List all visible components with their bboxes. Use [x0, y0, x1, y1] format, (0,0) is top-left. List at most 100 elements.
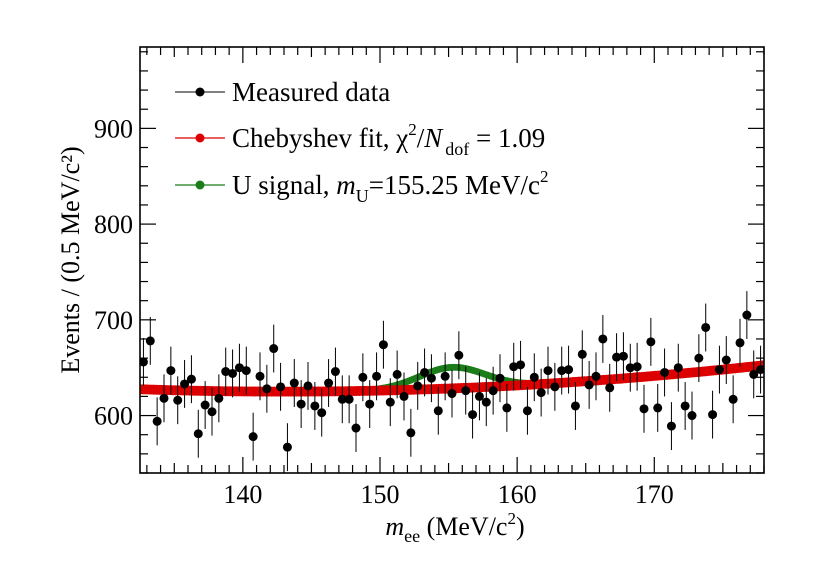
- legend-signal-prefix: U signal,: [232, 170, 336, 200]
- data-point: [392, 369, 402, 379]
- data-point: [481, 397, 491, 407]
- data-point: [612, 352, 622, 362]
- data-point: [584, 380, 594, 390]
- data-point: [433, 406, 443, 416]
- data-point: [708, 410, 718, 420]
- data-point: [241, 366, 251, 376]
- y-tick-label: 700: [94, 306, 133, 335]
- data-point: [358, 372, 368, 382]
- data-point: [728, 394, 738, 404]
- data-point: [618, 351, 628, 361]
- data-point: [605, 383, 615, 393]
- legend: Measured data Chebyshev fit, χ2/N dof = 1…: [175, 77, 548, 206]
- data-point: [207, 407, 217, 417]
- data-point: [516, 360, 526, 370]
- x-axis-units: (MeV/c: [420, 512, 507, 541]
- legend-fit-prefix: Chebyshev fit, χ: [232, 123, 408, 153]
- data-point: [228, 368, 238, 378]
- data-point: [399, 391, 409, 401]
- data-point: [166, 366, 176, 376]
- data-point: [200, 400, 210, 410]
- data-point: [461, 386, 471, 396]
- data-point: [152, 416, 162, 426]
- data-point: [591, 371, 601, 381]
- x-axis: 140 150 160 170: [146, 47, 765, 509]
- y-tick-label: 800: [94, 210, 133, 239]
- data-point: [666, 421, 676, 431]
- y-tick-label: 600: [94, 402, 133, 431]
- legend-entry-signal: U signal, mU=155.25 MeV/c2: [175, 167, 548, 206]
- data-point: [694, 353, 704, 363]
- data-point: [564, 365, 574, 375]
- data-point: [714, 365, 724, 375]
- data-point: [639, 404, 649, 414]
- legend-signal-sup: 2: [540, 167, 549, 186]
- x-axis-units-sup: 2: [507, 509, 516, 528]
- data-point: [303, 381, 313, 391]
- x-tick-label: 170: [635, 480, 674, 509]
- x-axis-title: mee (MeV/c2): [385, 509, 524, 546]
- y-axis: 600 700 800 900: [94, 51, 764, 474]
- data-point: [509, 362, 519, 372]
- y-tick-label: 900: [94, 114, 133, 143]
- data-point: [536, 388, 546, 398]
- data-point: [502, 403, 512, 413]
- data-point: [632, 362, 642, 372]
- data-point: [756, 365, 764, 375]
- data-point: [282, 442, 292, 452]
- data-point: [687, 411, 697, 421]
- data-point: [646, 337, 656, 347]
- data-point: [289, 378, 299, 388]
- data-point: [625, 363, 635, 373]
- data-point: [653, 403, 663, 413]
- x-axis-var: m: [385, 512, 404, 541]
- legend-entry-fit: Chebyshev fit, χ2/N dof = 1.09: [175, 120, 545, 159]
- legend-fit-sub: dof: [445, 139, 469, 159]
- data-point: [749, 369, 759, 379]
- data-point: [680, 401, 690, 411]
- legend-entry-data: Measured data: [175, 77, 390, 107]
- data-point: [550, 382, 560, 392]
- data-point: [310, 401, 320, 411]
- data-point: [317, 408, 327, 418]
- data-point: [276, 382, 286, 392]
- data-point: [193, 429, 203, 439]
- data-point: [468, 410, 478, 420]
- data-point: [570, 401, 580, 411]
- x-tick-label: 140: [223, 480, 262, 509]
- data-point: [159, 393, 169, 403]
- data-point: [522, 406, 532, 416]
- data-point: [577, 349, 587, 359]
- legend-signal-sub: U: [356, 186, 369, 206]
- data-point: [186, 374, 196, 384]
- data-point: [145, 336, 155, 346]
- data-point: [296, 399, 306, 409]
- legend-fit-n: N: [423, 123, 444, 153]
- data-point: [598, 334, 608, 344]
- data-point: [330, 367, 340, 377]
- data-point: [447, 389, 457, 399]
- data-point: [742, 310, 752, 320]
- data-point: [344, 394, 354, 404]
- legend-signal-marker: [195, 180, 205, 190]
- data-point: [673, 363, 683, 373]
- data-point: [337, 394, 347, 404]
- data-point: [365, 399, 375, 409]
- legend-fit-sup: 2: [408, 120, 417, 139]
- data-point: [660, 367, 670, 377]
- plot-frame: [139, 46, 765, 474]
- data-point: [248, 432, 258, 442]
- data-point: [214, 393, 224, 403]
- legend-data-text: Measured data: [232, 77, 390, 107]
- data-point: [420, 367, 430, 377]
- data-point: [372, 371, 382, 381]
- data-point: [495, 373, 505, 383]
- data-point: [385, 397, 395, 407]
- data-point: [378, 340, 388, 350]
- data-point: [701, 322, 711, 332]
- data-point: [529, 372, 539, 382]
- y-axis-title: Events / (0.5 MeV/c²): [56, 146, 85, 373]
- data-point: [140, 357, 148, 367]
- legend-signal-m: m: [336, 170, 356, 200]
